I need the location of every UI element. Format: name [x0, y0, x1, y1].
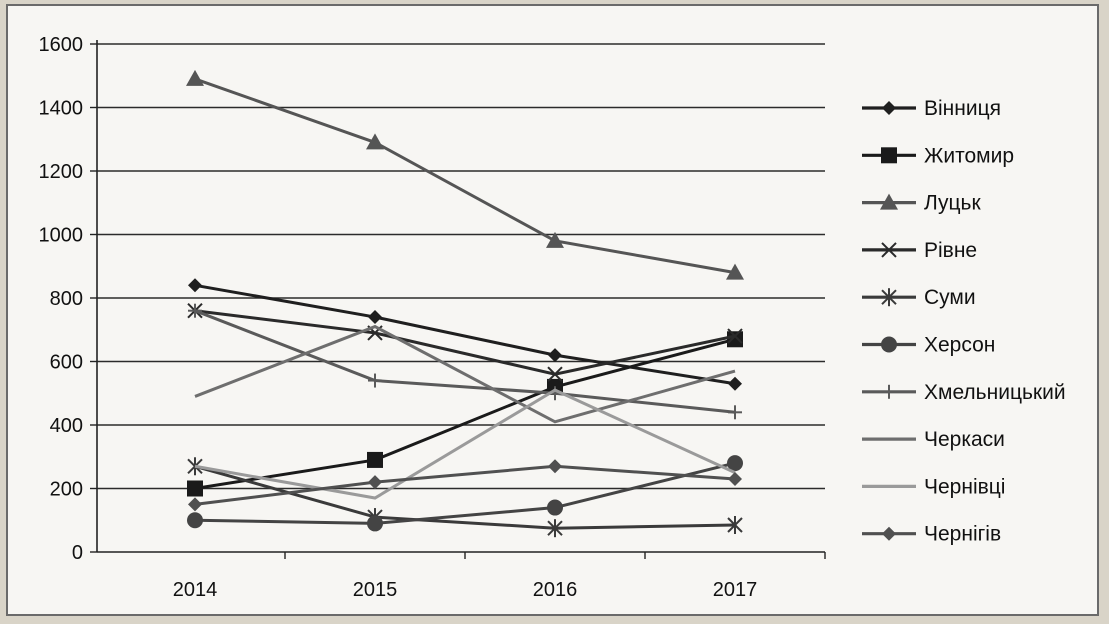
data-point	[727, 455, 743, 472]
data-point	[547, 366, 563, 382]
data-point	[548, 348, 562, 363]
legend-item: Рівне	[862, 239, 977, 262]
legend-label: Хмельницький	[924, 381, 1066, 404]
legend-marker	[881, 288, 897, 307]
series-3	[186, 69, 744, 280]
legend-item: Суми	[862, 286, 976, 309]
legend-item: Херсон	[862, 334, 995, 357]
legend-item: Чернігів	[862, 523, 1001, 546]
data-point	[186, 69, 204, 86]
legend-item: Черкаси	[862, 428, 1005, 451]
legend-item: Чернівці	[862, 475, 1005, 498]
y-tick-label: 1000	[39, 225, 84, 247]
data-point	[188, 278, 202, 293]
data-point	[368, 310, 382, 325]
legend-label: Херсон	[924, 334, 995, 357]
legend-label: Черкаси	[924, 428, 1005, 451]
x-tick-label: 2014	[173, 579, 218, 601]
series-line	[194, 283, 736, 386]
data-point	[728, 405, 742, 420]
series-9	[194, 388, 736, 500]
series-2	[187, 331, 743, 497]
series-10	[188, 459, 742, 512]
y-tick-label: 1200	[39, 161, 84, 183]
data-point	[187, 512, 203, 529]
legend-label: Чернівці	[924, 475, 1005, 498]
legend-item: Луцьк	[862, 192, 981, 215]
data-point	[727, 328, 743, 344]
legend-item: Вінниця	[862, 97, 1001, 120]
data-point	[546, 231, 564, 248]
legend-marker	[881, 336, 897, 353]
legend-label: Рівне	[924, 239, 977, 262]
data-point	[727, 516, 743, 535]
data-point	[548, 459, 562, 474]
y-tick-label: 200	[50, 479, 83, 501]
data-point	[188, 497, 202, 512]
data-point	[368, 373, 382, 388]
data-point	[367, 515, 383, 532]
data-point	[728, 471, 742, 486]
gridlines	[97, 43, 825, 490]
y-tick-label: 1400	[39, 98, 84, 120]
data-point	[547, 519, 563, 538]
legend-label: Чернігів	[924, 523, 1001, 546]
series-lines	[186, 69, 744, 538]
series-line	[194, 388, 736, 500]
x-axis: 2014 2015 2016 2017	[97, 551, 826, 601]
series-line	[194, 464, 736, 506]
y-axis: 0 200 400 600 800 1000 1200 1400 1600	[39, 34, 98, 564]
legend: Вінниця Житомир Луцьк Рівне Суми Херсон Хмельн…	[862, 97, 1066, 546]
legend-marker	[881, 242, 897, 258]
y-tick-label: 800	[50, 288, 83, 310]
y-tick-label: 600	[50, 352, 83, 374]
x-tick-label: 2015	[353, 579, 398, 601]
legend-marker	[880, 193, 898, 210]
legend-item: Житомир	[862, 144, 1014, 167]
y-tick-label: 400	[50, 415, 83, 437]
data-point	[188, 303, 202, 318]
legend-marker	[882, 526, 896, 541]
series-line	[194, 324, 736, 424]
series-line	[194, 309, 736, 414]
series-1	[188, 278, 742, 391]
data-point	[366, 133, 384, 150]
legend-label: Житомир	[924, 144, 1014, 167]
x-tick-label: 2017	[713, 579, 758, 601]
series-4	[187, 302, 743, 382]
data-point	[187, 480, 203, 497]
data-point	[367, 451, 383, 468]
series-line	[194, 461, 736, 525]
legend-label: Луцьк	[924, 192, 981, 215]
series-line	[194, 464, 736, 530]
legend-item: Хмельницький	[862, 381, 1066, 404]
series-8	[194, 324, 736, 424]
series-line	[194, 77, 736, 275]
data-point	[726, 263, 744, 280]
data-point	[368, 475, 382, 490]
series-line	[194, 309, 736, 376]
data-point	[727, 331, 743, 348]
y-tick-label: 0	[72, 542, 83, 564]
x-tick-label: 2016	[533, 579, 578, 601]
legend-marker	[881, 147, 897, 164]
data-point	[728, 376, 742, 391]
legend-label: Суми	[924, 286, 976, 309]
y-tick-label: 1600	[39, 34, 84, 56]
legend-marker	[882, 384, 896, 399]
series-5	[187, 457, 743, 538]
series-6	[187, 455, 743, 532]
legend-label: Вінниця	[924, 97, 1001, 120]
data-point	[547, 499, 563, 516]
legend-marker	[882, 101, 896, 115]
series-line	[194, 337, 736, 490]
